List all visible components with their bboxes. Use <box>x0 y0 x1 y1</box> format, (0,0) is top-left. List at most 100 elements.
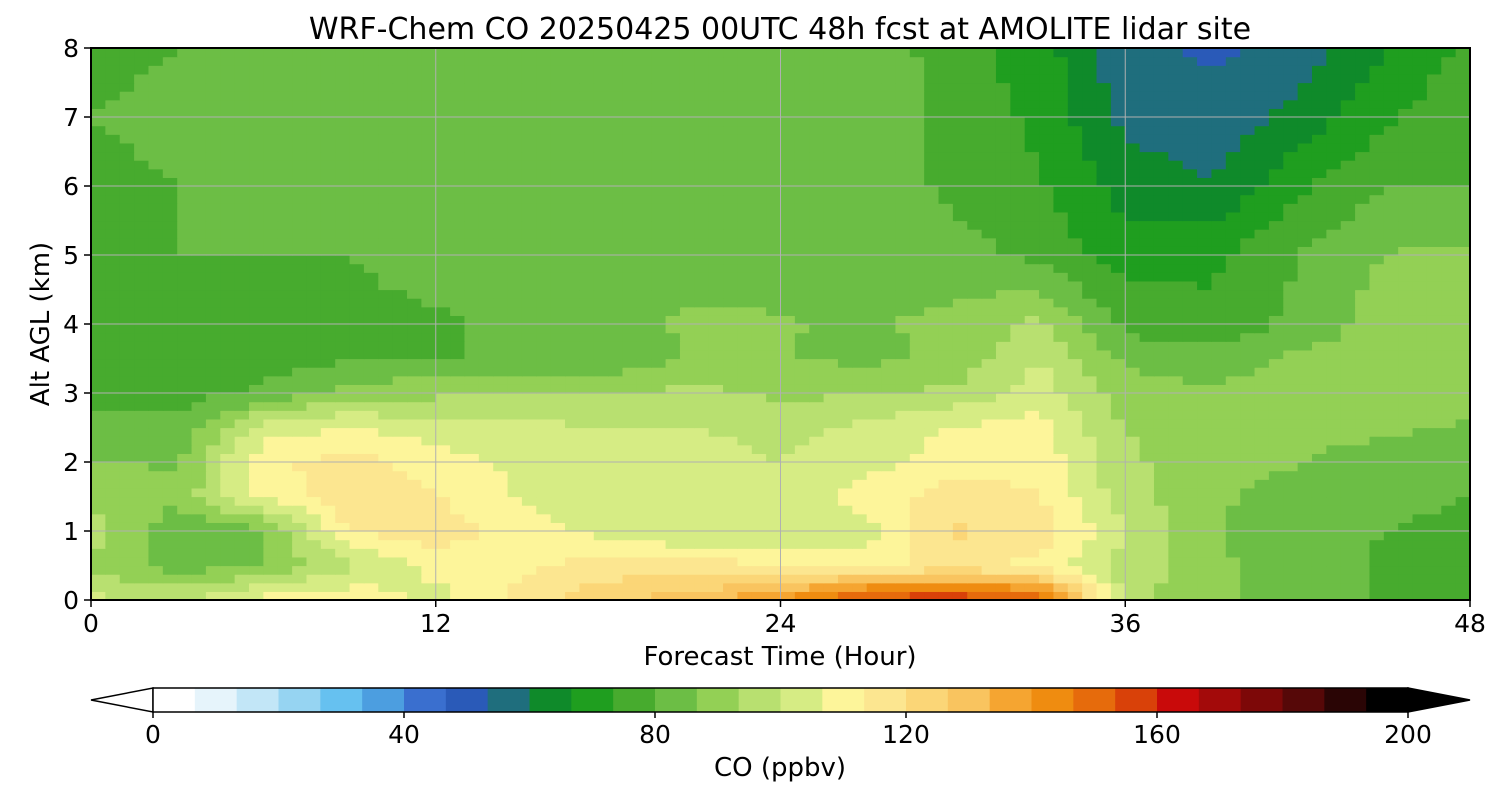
heatmap-cell <box>565 289 580 299</box>
heatmap-cell <box>1039 255 1055 265</box>
heatmap-cell <box>205 229 221 239</box>
heatmap-cell <box>1024 505 1040 515</box>
heatmap-cell <box>550 324 566 334</box>
heatmap-cell <box>536 565 552 575</box>
heatmap-cell <box>1426 332 1442 342</box>
heatmap-cell <box>1082 306 1098 316</box>
heatmap-cell <box>249 539 264 549</box>
heatmap-cell <box>1398 591 1414 600</box>
heatmap-cell <box>1355 453 1371 463</box>
heatmap-cell <box>751 401 767 411</box>
heatmap-cell <box>1383 548 1399 558</box>
heatmap-cell <box>1168 289 1184 299</box>
heatmap-cell <box>1398 160 1414 170</box>
heatmap-cell <box>608 229 624 239</box>
heatmap-cell <box>249 479 264 489</box>
heatmap-cell <box>1197 272 1213 282</box>
heatmap-cell <box>665 505 681 515</box>
heatmap-cell <box>1268 574 1284 584</box>
heatmap-cell <box>1340 496 1356 506</box>
heatmap-cell <box>134 229 150 239</box>
heatmap-cell <box>263 453 279 463</box>
heatmap-cell <box>1369 168 1385 178</box>
heatmap-cell <box>881 237 897 247</box>
heatmap-cell <box>1254 384 1270 394</box>
heatmap-cell <box>708 367 724 377</box>
heatmap-cell <box>622 384 638 394</box>
heatmap-cell <box>263 280 279 291</box>
heatmap-cell <box>1067 410 1083 420</box>
heatmap-cell <box>421 393 437 403</box>
heatmap-cell <box>995 220 1011 230</box>
heatmap-cell <box>478 349 494 360</box>
heatmap-cell <box>1283 229 1299 239</box>
heatmap-cell <box>579 393 595 403</box>
heatmap-cell <box>1225 341 1241 351</box>
heatmap-cell <box>881 358 897 368</box>
heatmap-cell <box>478 168 494 178</box>
heatmap-cell <box>1125 358 1141 368</box>
heatmap-cell <box>1441 427 1457 437</box>
heatmap-cell <box>148 194 164 204</box>
heatmap-cell <box>1326 220 1342 230</box>
heatmap-cell <box>249 418 264 429</box>
heatmap-cell <box>335 315 351 325</box>
heatmap-cell <box>478 410 494 420</box>
heatmap-cell <box>335 186 351 196</box>
heatmap-cell <box>1096 522 1112 532</box>
heatmap-cell <box>1067 531 1083 541</box>
heatmap-cell <box>1240 186 1256 196</box>
heatmap-cell <box>823 280 839 291</box>
heatmap-cell <box>177 168 193 178</box>
heatmap-cell <box>1412 410 1428 420</box>
heatmap-cell <box>478 272 494 282</box>
heatmap-cell <box>1398 487 1414 498</box>
heatmap-cell <box>1326 203 1342 213</box>
heatmap-cell <box>981 177 997 187</box>
heatmap-cell <box>1039 220 1055 230</box>
heatmap-cell <box>191 349 207 360</box>
heatmap-cell <box>938 393 954 403</box>
heatmap-cell <box>378 168 394 178</box>
heatmap-cell <box>881 280 897 291</box>
heatmap-cell <box>277 203 293 213</box>
heatmap-cell <box>1082 384 1098 394</box>
heatmap-cell <box>1096 177 1112 187</box>
heatmap-cell <box>837 367 853 377</box>
heatmap-cell <box>809 453 825 463</box>
heatmap-cell <box>148 393 164 403</box>
heatmap-cell <box>1398 548 1414 558</box>
heatmap-cell <box>249 487 264 498</box>
heatmap-cell <box>794 375 810 385</box>
heatmap-cell <box>1398 186 1414 196</box>
heatmap-cell <box>1268 203 1284 213</box>
heatmap-cell <box>823 574 839 584</box>
heatmap-cell <box>464 237 480 247</box>
heatmap-cell <box>521 177 537 187</box>
heatmap-cell <box>708 186 724 196</box>
heatmap-cell <box>536 367 552 377</box>
heatmap-cell <box>119 177 135 187</box>
heatmap-cell <box>277 289 293 299</box>
heatmap-cell <box>1168 315 1184 325</box>
heatmap-cell <box>1398 263 1414 273</box>
heatmap-cell <box>1297 522 1313 532</box>
heatmap-cell <box>521 444 537 454</box>
heatmap-cell <box>852 565 868 575</box>
heatmap-cell <box>881 505 897 515</box>
heatmap-cell <box>478 229 494 239</box>
heatmap-cell <box>723 548 738 558</box>
heatmap-cell <box>1010 255 1026 265</box>
heatmap-cell <box>550 470 566 480</box>
heatmap-cell <box>378 280 394 291</box>
heatmap-cell <box>579 548 595 558</box>
heatmap-cell <box>636 160 652 170</box>
heatmap-cell <box>349 470 365 480</box>
heatmap-cell <box>349 229 365 239</box>
heatmap-cell <box>378 263 394 273</box>
heatmap-cell <box>924 255 940 265</box>
heatmap-cell <box>694 375 710 385</box>
heatmap-cell <box>349 462 365 472</box>
heatmap-cell <box>1211 358 1227 368</box>
heatmap-cell <box>780 168 796 178</box>
